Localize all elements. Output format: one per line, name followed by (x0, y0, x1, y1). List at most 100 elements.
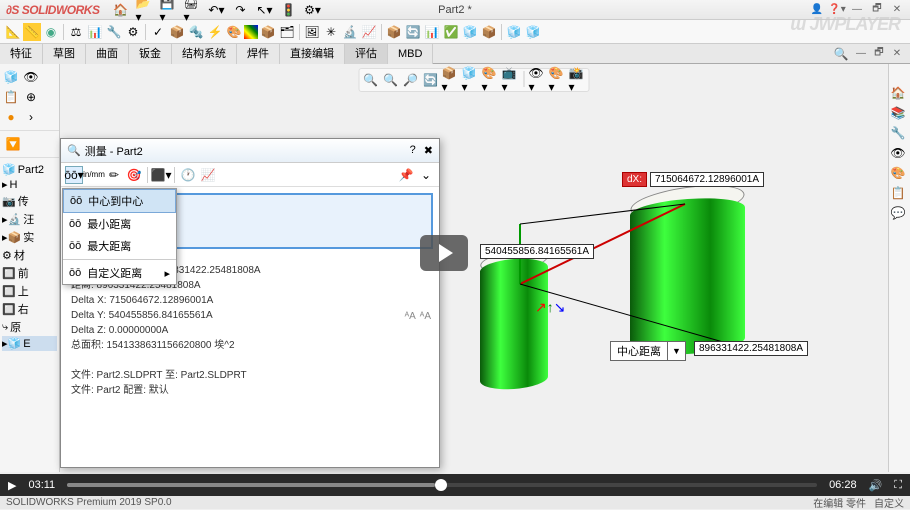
tool-icon[interactable]: ◉ (42, 23, 60, 41)
tool-icon[interactable]: 📦 (385, 23, 403, 41)
taskpane-icon[interactable]: 👁 (889, 144, 907, 162)
tab-search-icon[interactable]: 🔍 (832, 45, 850, 63)
video-play-button[interactable] (420, 235, 468, 271)
measure-tool-icon[interactable]: ✏ (105, 166, 123, 184)
taskpane-icon[interactable]: 📚 (889, 104, 907, 122)
tree-item[interactable]: 🔲 上 (2, 282, 57, 300)
tool-icon[interactable]: 🔧 (105, 23, 123, 41)
home-icon[interactable]: 🏠 (111, 1, 129, 19)
redo-icon[interactable]: ↷ (231, 1, 249, 19)
dropdown-item-center[interactable]: ōō中心到中心 (63, 189, 176, 213)
display-icon[interactable]: 🧊▾ (462, 71, 480, 89)
tree-tab-icon[interactable]: 👁 (22, 68, 40, 86)
tree-tab-icon[interactable]: 📋 (2, 88, 20, 106)
tool-icon[interactable]: ⚙ (124, 23, 142, 41)
tool-icon[interactable]: 🧊 (461, 23, 479, 41)
dropdown-item-max[interactable]: ōō最大距离 (63, 235, 176, 257)
tab-evaluate[interactable]: 评估 (345, 44, 388, 64)
tree-item[interactable]: ⤷ 原 (2, 318, 57, 336)
expand-icon[interactable]: › (22, 108, 40, 126)
tool-icon[interactable]: 📐 (4, 23, 22, 41)
tree-tab-icon[interactable]: ● (2, 108, 20, 126)
fullscreen-icon[interactable]: ⛶ (894, 479, 902, 492)
tab-direct[interactable]: 直接编辑 (280, 44, 345, 64)
tab-surface[interactable]: 曲面 (86, 44, 129, 64)
tool-icon[interactable]: 📦 (259, 23, 277, 41)
tree-item[interactable]: 📷 传 (2, 192, 57, 210)
tool-icon[interactable]: 🖼 (303, 23, 321, 41)
taskpane-icon[interactable]: 🏠 (889, 84, 907, 102)
dialog-titlebar[interactable]: 🔍 测量 - Part2 ? ✖ (61, 139, 439, 163)
taskpane-icon[interactable]: 🎨 (889, 164, 907, 182)
dropdown-item-custom[interactable]: ōō自定义距离▸ (63, 262, 176, 284)
taskpane-icon[interactable]: 💬 (889, 204, 907, 222)
doc-close-icon[interactable]: ✕ (890, 47, 904, 61)
zoom-fit-icon[interactable]: 🔍 (382, 71, 400, 89)
volume-icon[interactable]: 🔊 (869, 479, 883, 492)
tool-icon[interactable]: ✓ (149, 23, 167, 41)
xyz-icon[interactable]: ⬛▾ (152, 166, 170, 184)
font-size-controls[interactable]: ᴬA ᴬA (405, 311, 431, 322)
play-icon[interactable]: ▶ (8, 479, 16, 492)
open-icon[interactable]: 📂▾ (135, 1, 153, 19)
print-icon[interactable]: 🖨▾ (183, 1, 201, 19)
tool-icon[interactable]: ⚖ (67, 23, 85, 41)
tree-item[interactable]: ▸🔬 汪 (2, 210, 57, 228)
center-distance-label[interactable]: 中心距离▼ (610, 341, 686, 361)
doc-max-icon[interactable]: 🗗 (872, 47, 886, 61)
tree-item[interactable]: 🔲 前 (2, 264, 57, 282)
tool-icon[interactable]: 🧊 (524, 23, 542, 41)
tool-icon[interactable]: 📊 (423, 23, 441, 41)
tool-icon[interactable]: 📦 (168, 23, 186, 41)
collapse-icon[interactable]: ⌄ (417, 166, 435, 184)
render-icon[interactable]: 📸▾ (569, 71, 587, 89)
view-icon[interactable]: 📦▾ (442, 71, 460, 89)
tab-weld[interactable]: 焊件 (237, 44, 280, 64)
tree-root[interactable]: 🧊 Part2 (2, 162, 57, 177)
rotate-icon[interactable]: 🔄 (422, 71, 440, 89)
hide-icon[interactable]: 👁▾ (529, 71, 547, 89)
dialog-help-icon[interactable]: ? (410, 144, 416, 157)
tool-icon[interactable]: ✅ (442, 23, 460, 41)
tree-item[interactable]: ▸🧊 E (2, 336, 57, 351)
cursor-icon[interactable]: ↖▾ (255, 1, 273, 19)
dialog-close-icon[interactable]: ✖ (424, 144, 433, 157)
tool-icon[interactable]: 🔄 (404, 23, 422, 41)
tab-sheet[interactable]: 钣金 (129, 44, 172, 64)
tool-icon[interactable]: 📦 (480, 23, 498, 41)
measure-tool-icon[interactable]: 🎯 (125, 166, 143, 184)
tree-item[interactable]: 🔲 右 (2, 300, 57, 318)
tree-tab-icon[interactable]: ⊕ (22, 88, 40, 106)
taskpane-icon[interactable]: 📋 (889, 184, 907, 202)
tab-mbd[interactable]: MBD (388, 44, 433, 64)
graph-icon[interactable]: 📈 (199, 166, 217, 184)
tree-tab-icon[interactable]: 🧊 (2, 68, 20, 86)
color-picker[interactable] (244, 25, 258, 39)
tree-item[interactable]: ▸📦 实 (2, 228, 57, 246)
zoom-icon[interactable]: 🔍 (362, 71, 380, 89)
zoom-area-icon[interactable]: 🔎 (402, 71, 420, 89)
options-icon[interactable]: ⚙▾ (303, 1, 321, 19)
tool-icon[interactable]: 📊 (86, 23, 104, 41)
doc-min-icon[interactable]: — (854, 47, 868, 61)
tool-icon[interactable]: 🔬 (341, 23, 359, 41)
tab-sketch[interactable]: 草图 (43, 44, 86, 64)
tool-icon[interactable]: 📈 (360, 23, 378, 41)
tree-item[interactable]: ⚙ 材 (2, 246, 57, 264)
tool-icon[interactable]: ⚡ (206, 23, 224, 41)
save-icon[interactable]: 💾▾ (159, 1, 177, 19)
tab-feature[interactable]: 特征 (0, 44, 43, 64)
appearance-icon[interactable]: 🎨▾ (549, 71, 567, 89)
tool-icon[interactable]: 📏 (23, 23, 41, 41)
section-icon[interactable]: 🎨▾ (482, 71, 500, 89)
undo-icon[interactable]: ↶▾ (207, 1, 225, 19)
tool-icon[interactable]: 🧊 (505, 23, 523, 41)
history-icon[interactable]: 🕐 (179, 166, 197, 184)
pin-icon[interactable]: 📌 (397, 166, 415, 184)
filter-icon[interactable]: 🔽 (4, 135, 22, 153)
taskpane-icon[interactable]: 🔧 (889, 124, 907, 142)
tool-icon[interactable]: 🔩 (187, 23, 205, 41)
tree-item[interactable]: ▸ H (2, 177, 57, 192)
progress-bar[interactable] (67, 483, 817, 487)
tool-icon[interactable]: 🗂 (278, 23, 296, 41)
